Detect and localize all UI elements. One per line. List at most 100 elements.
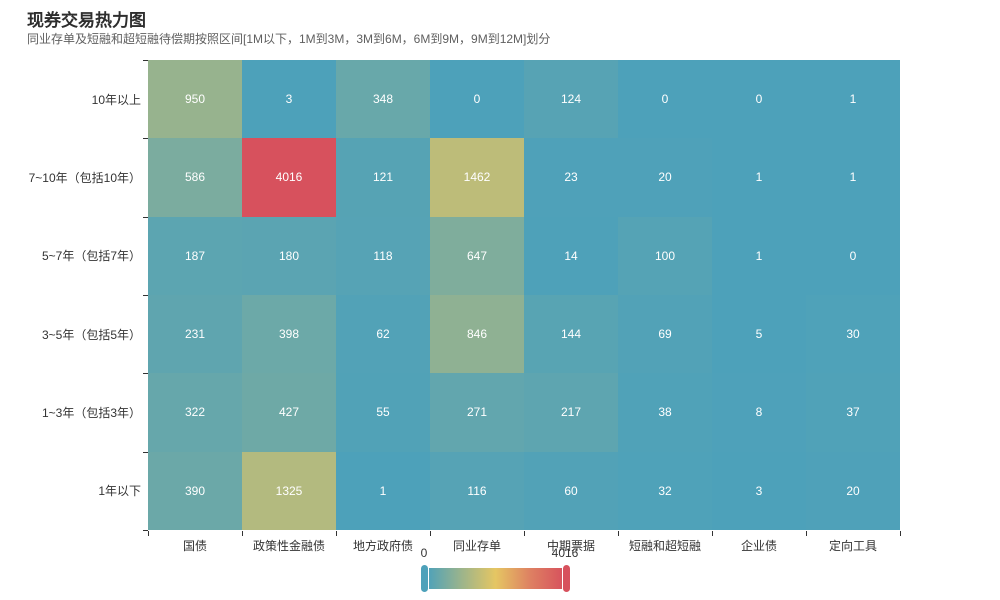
heatmap-cell[interactable]: 3 [712, 451, 806, 530]
y-axis-tick [143, 295, 148, 296]
visualmap-handle-left[interactable] [421, 565, 428, 592]
heatmap-cell[interactable]: 144 [524, 295, 618, 374]
heatmap-cell-value: 144 [560, 327, 582, 342]
visualmap-gradient-bar[interactable] [427, 568, 564, 589]
heatmap-cell[interactable]: 3 [242, 60, 336, 139]
heatmap-cell[interactable]: 23 [524, 138, 618, 217]
heatmap-cell[interactable]: 14 [524, 216, 618, 295]
heatmap-cell[interactable]: 37 [806, 373, 900, 452]
heatmap-cell-value: 1 [849, 170, 857, 185]
heatmap-cell[interactable]: 1 [806, 138, 900, 217]
heatmap-cell[interactable]: 32 [618, 451, 712, 530]
y-axis-tick [143, 60, 148, 61]
heatmap-cell-value: 121 [372, 170, 394, 185]
heatmap-cell[interactable]: 5 [712, 295, 806, 374]
heatmap-cell[interactable]: 30 [806, 295, 900, 374]
x-axis-tick [806, 531, 807, 536]
heatmap-cell-value: 1325 [275, 483, 303, 498]
heatmap-cell[interactable]: 231 [148, 295, 242, 374]
heatmap-cell-value: 116 [467, 483, 487, 498]
x-axis-label: 企业债 [740, 539, 777, 553]
heatmap-cell-value: 1462 [463, 170, 491, 185]
heatmap-cell-value: 118 [373, 248, 393, 263]
chart-subtitle: 同业存单及短融和超短融待偿期按照区间[1M以下，1M到3M，3M到6M，6M到9… [27, 32, 551, 46]
heatmap-cell-value: 69 [658, 327, 672, 342]
heatmap-cell[interactable]: 271 [430, 373, 524, 452]
heatmap-cell-value: 0 [661, 92, 669, 107]
y-axis-label: 1年以下 [98, 484, 141, 499]
heatmap-cell[interactable]: 60 [524, 451, 618, 530]
heatmap-cell-value: 14 [564, 248, 578, 263]
visualmap-max-label: 4016 [551, 546, 579, 560]
heatmap-cell[interactable]: 0 [712, 60, 806, 139]
chart-title: 现券交易热力图 [27, 11, 146, 30]
heatmap-cell[interactable]: 55 [336, 373, 430, 452]
heatmap-cell[interactable]: 647 [430, 216, 524, 295]
y-axis-tick [143, 452, 148, 453]
heatmap-cell[interactable]: 116 [430, 451, 524, 530]
heatmap-cell[interactable]: 180 [242, 216, 336, 295]
heatmap-cell[interactable]: 20 [806, 451, 900, 530]
heatmap-cell[interactable]: 1462 [430, 138, 524, 217]
heatmap-cell-value: 1 [755, 170, 763, 185]
y-axis-tick [143, 217, 148, 218]
heatmap-grid: 950 3 348 0 124 0 0 1 586 4016 121 1462 23 20 1 1 187 180… [148, 60, 900, 530]
heatmap-cell[interactable]: 1 [712, 138, 806, 217]
heatmap-cell[interactable]: 20 [618, 138, 712, 217]
y-axis-tick [143, 138, 148, 139]
heatmap-cell[interactable]: 1 [806, 60, 900, 139]
heatmap-cell[interactable]: 427 [242, 373, 336, 452]
visualmap-min-label: 0 [420, 546, 428, 560]
heatmap-cell-value: 271 [466, 405, 488, 420]
heatmap-cell[interactable]: 950 [148, 60, 242, 139]
heatmap-cell-value: 0 [849, 248, 857, 263]
x-axis-label: 同业存单 [452, 539, 501, 553]
heatmap-cell[interactable]: 0 [618, 60, 712, 139]
x-axis-label: 政策性金融债 [252, 539, 325, 553]
heatmap-cell[interactable]: 0 [430, 60, 524, 139]
y-axis-label: 10年以上 [91, 92, 141, 107]
heatmap-cell[interactable]: 0 [806, 216, 900, 295]
heatmap-cell-value: 180 [278, 248, 300, 263]
heatmap-cell-value: 586 [184, 170, 206, 185]
heatmap-cell-value: 231 [184, 327, 206, 342]
heatmap-cell-value: 0 [755, 92, 763, 107]
heatmap-cell-value: 8 [755, 405, 763, 420]
heatmap-cell-value: 398 [278, 327, 300, 342]
heatmap-cell[interactable]: 187 [148, 216, 242, 295]
heatmap-cell[interactable]: 586 [148, 138, 242, 217]
heatmap-cell[interactable]: 398 [242, 295, 336, 374]
heatmap-cell[interactable]: 118 [336, 216, 430, 295]
heatmap-cell[interactable]: 62 [336, 295, 430, 374]
heatmap-cell[interactable]: 8 [712, 373, 806, 452]
heatmap-cell[interactable]: 217 [524, 373, 618, 452]
visualmap-handle-right[interactable] [563, 565, 570, 592]
heatmap-cell[interactable]: 38 [618, 373, 712, 452]
heatmap-cell[interactable]: 1325 [242, 451, 336, 530]
heatmap-cell-value: 390 [184, 483, 206, 498]
heatmap-cell[interactable]: 124 [524, 60, 618, 139]
heatmap-cell-value: 322 [184, 405, 206, 420]
heatmap-cell[interactable]: 69 [618, 295, 712, 374]
heatmap-cell[interactable]: 348 [336, 60, 430, 139]
heatmap-cell-value: 0 [473, 92, 481, 107]
x-axis-tick [430, 531, 431, 536]
heatmap-cell[interactable]: 100 [618, 216, 712, 295]
x-axis-tick [242, 531, 243, 536]
x-axis-tick [900, 531, 901, 536]
heatmap-cell-value: 124 [560, 92, 582, 107]
x-axis-label: 短融和超短融 [628, 539, 701, 553]
heatmap-cell[interactable]: 1 [336, 451, 430, 530]
heatmap-cell-value: 1 [379, 483, 387, 498]
heatmap-cell[interactable]: 121 [336, 138, 430, 217]
heatmap-cell-value: 23 [564, 170, 578, 185]
heatmap-cell[interactable]: 322 [148, 373, 242, 452]
heatmap-cell-value: 846 [466, 327, 488, 342]
heatmap-cell[interactable]: 4016 [242, 138, 336, 217]
heatmap-cell[interactable]: 390 [148, 451, 242, 530]
heatmap-cell[interactable]: 846 [430, 295, 524, 374]
heatmap-cell[interactable]: 1 [712, 216, 806, 295]
heatmap-cell-value: 3 [755, 483, 763, 498]
heatmap-cell-value: 20 [658, 170, 672, 185]
